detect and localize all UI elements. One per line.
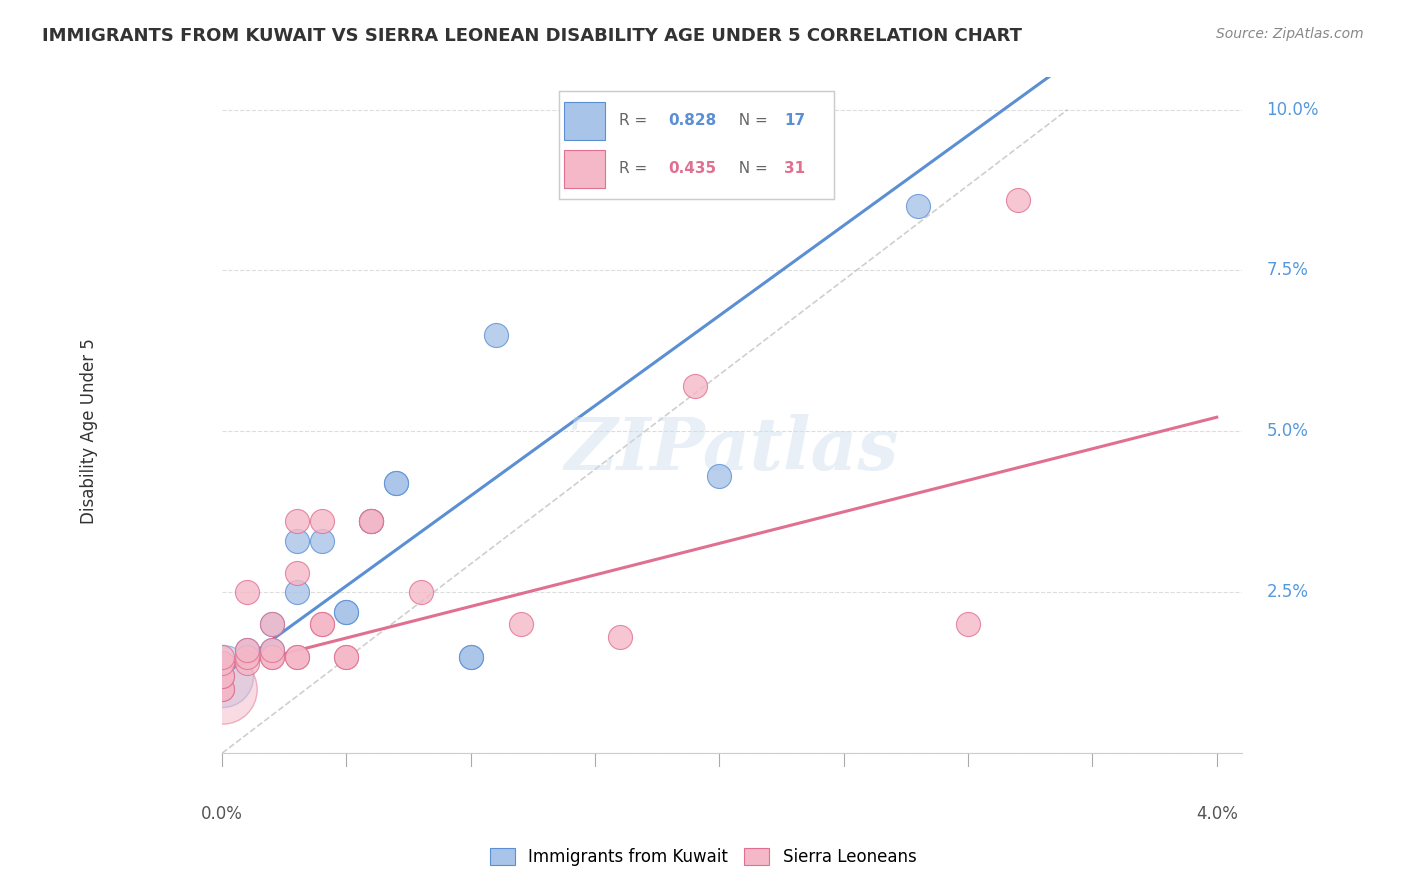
Point (211, 669, 233, 683)
Legend: Immigrants from Kuwait, Sierra Leoneans: Immigrants from Kuwait, Sierra Leoneans (481, 840, 925, 875)
Point (260, 649, 283, 664)
Point (260, 643, 283, 657)
Point (285, 566, 308, 580)
Text: 4.0%: 4.0% (1197, 805, 1237, 822)
Point (285, 649, 308, 664)
Point (260, 617, 283, 632)
Point (236, 643, 259, 657)
Point (211, 656, 233, 670)
Text: 7.5%: 7.5% (1267, 261, 1309, 279)
Text: ZIPatlas: ZIPatlas (565, 414, 898, 484)
Point (311, 533, 333, 548)
Point (285, 649, 308, 664)
Point (236, 643, 259, 657)
Text: IMMIGRANTS FROM KUWAIT VS SIERRA LEONEAN DISABILITY AGE UNDER 5 CORRELATION CHAR: IMMIGRANTS FROM KUWAIT VS SIERRA LEONEAN… (42, 27, 1022, 45)
Point (385, 475, 408, 490)
Text: Disability Age Under 5: Disability Age Under 5 (80, 338, 98, 524)
Point (360, 515, 382, 529)
Point (1007, 193, 1029, 207)
Point (335, 649, 357, 664)
Point (285, 533, 308, 548)
Point (957, 617, 980, 632)
Point (285, 515, 308, 529)
Point (335, 605, 357, 619)
Point (609, 630, 631, 644)
Point (335, 605, 357, 619)
Text: 10.0%: 10.0% (1267, 101, 1319, 119)
Point (211, 669, 233, 683)
Point (211, 649, 233, 664)
Point (360, 515, 382, 529)
Point (409, 585, 432, 599)
Point (460, 649, 482, 664)
Point (236, 649, 259, 664)
Point (335, 649, 357, 664)
Point (311, 515, 333, 529)
Point (211, 669, 233, 683)
Text: 0.0%: 0.0% (201, 805, 243, 822)
Text: Source: ZipAtlas.com: Source: ZipAtlas.com (1216, 27, 1364, 41)
Point (360, 515, 382, 529)
Point (260, 643, 283, 657)
Point (236, 585, 259, 599)
Point (683, 379, 706, 393)
Point (260, 617, 283, 632)
Point (485, 327, 508, 342)
Point (709, 469, 731, 483)
Point (311, 617, 333, 632)
Point (260, 649, 283, 664)
Point (360, 515, 382, 529)
Point (509, 617, 531, 632)
Text: 5.0%: 5.0% (1267, 423, 1309, 441)
Point (236, 656, 259, 670)
Point (907, 199, 929, 213)
Point (311, 617, 333, 632)
Text: 2.5%: 2.5% (1267, 583, 1309, 601)
Point (211, 681, 233, 696)
Point (460, 649, 482, 664)
Point (211, 681, 233, 696)
Point (211, 681, 233, 696)
Point (285, 585, 308, 599)
Point (385, 475, 408, 490)
